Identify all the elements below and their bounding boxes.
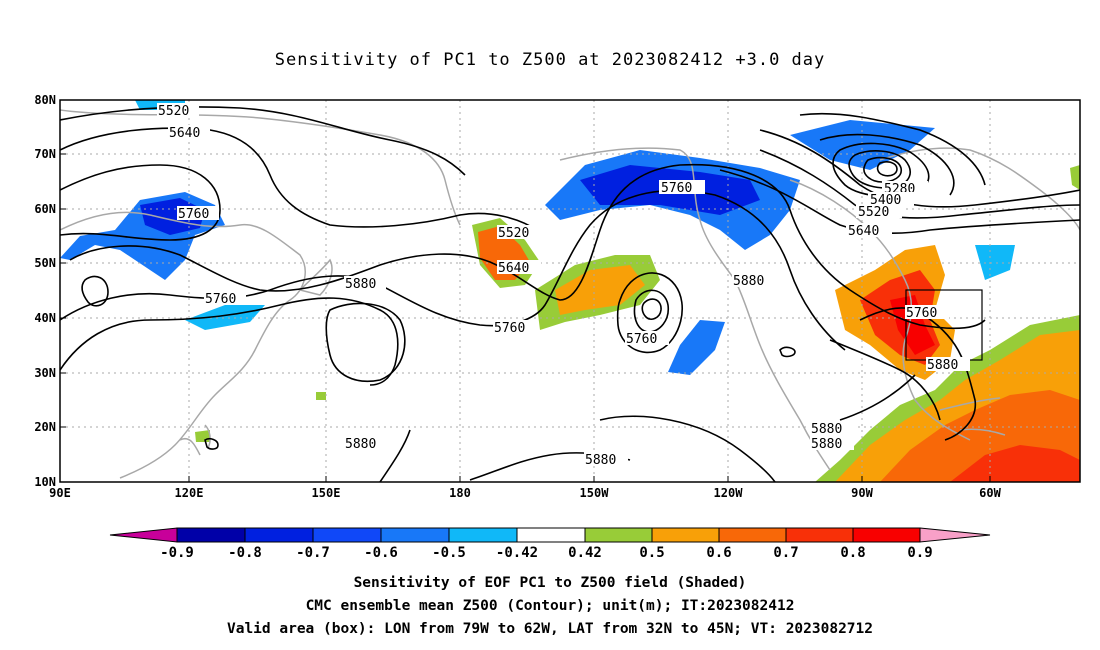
contour-label-text: 5880 xyxy=(811,437,842,452)
contour-label: 5880 xyxy=(810,421,854,437)
contour-label-text: 5880 xyxy=(733,274,764,289)
contour-label-text: 5880 xyxy=(927,358,958,373)
contour-label: 5760 xyxy=(177,206,219,222)
lat-label: 30N xyxy=(34,366,56,380)
contour-label-text: 5760 xyxy=(205,292,236,307)
colorbar-segment xyxy=(785,527,854,543)
graticule xyxy=(60,100,1080,482)
colorbar-label: -0.42 xyxy=(496,545,538,561)
lon-label: 180 xyxy=(449,486,471,500)
contour-label-text: 5880 xyxy=(585,453,616,468)
lon-label: 150E xyxy=(312,486,341,500)
contour-label: 5880 xyxy=(926,357,970,373)
contour-label-text: 5640 xyxy=(169,126,200,141)
colorbar-label: 0.8 xyxy=(840,545,865,561)
colorbar-label: -0.8 xyxy=(228,545,262,561)
caption-shading: Sensitivity of EOF PC1 to Z500 field (Sh… xyxy=(353,575,747,591)
colorbar-segment xyxy=(448,527,518,543)
contour-label: 5520 xyxy=(157,103,199,119)
contour-label: 5880 xyxy=(344,276,386,292)
colorbar-label: -0.6 xyxy=(364,545,398,561)
colorbar-segment xyxy=(718,527,787,543)
colorbar-segment xyxy=(516,527,586,543)
contour-label: 5640 xyxy=(497,260,541,276)
contour-label-text: 5640 xyxy=(848,224,879,239)
lat-label: 80N xyxy=(34,93,56,107)
contour-label-text: 5760 xyxy=(494,321,525,336)
colorbar-label: 0.6 xyxy=(706,545,731,561)
colorbar-label: 0.42 xyxy=(568,545,602,561)
lat-label: 20N xyxy=(34,420,56,434)
contour-label-text: 5880 xyxy=(345,277,376,292)
longitude-labels: 90E 120E 150E 180 150W 120W 90W 60W xyxy=(49,486,1001,500)
lat-label: 60N xyxy=(34,202,56,216)
map-frame xyxy=(59,99,1081,483)
contour-label-text: 5760 xyxy=(906,306,937,321)
colorbar-segment xyxy=(651,527,720,543)
lon-label: 120E xyxy=(175,486,204,500)
contour-label: 5760 xyxy=(493,320,537,336)
axis-ticks xyxy=(60,99,991,483)
contour-label: 5760 xyxy=(905,305,949,321)
colorbar-label: 0.7 xyxy=(773,545,798,561)
lat-label: 50N xyxy=(34,256,56,270)
contour-label: 5880 xyxy=(344,436,388,452)
lon-label: 60W xyxy=(979,486,1001,500)
contour-label: 5520 xyxy=(497,225,541,241)
contour-label: 5880 xyxy=(732,273,776,289)
contour-label-text: 5760 xyxy=(626,332,657,347)
colorbar-segment xyxy=(584,527,653,543)
colorbar: -0.9 -0.8 -0.7 -0.6 -0.5 -0.42 0.42 0.5 … xyxy=(109,527,991,561)
latitude-labels: 80N 70N 60N 50N 40N 30N 20N 10N xyxy=(34,93,56,489)
contour-label-text: 5520 xyxy=(498,226,529,241)
lon-label: 120W xyxy=(714,486,744,500)
colorbar-label: -0.7 xyxy=(296,545,330,561)
contour-label: 5760 xyxy=(659,180,705,196)
contour-label: 5760 xyxy=(625,331,669,347)
contour-label-text: 5640 xyxy=(498,261,529,276)
contour-label-text: 5520 xyxy=(158,104,189,119)
lat-label: 10N xyxy=(34,475,56,489)
colorbar-high-arrow xyxy=(919,527,991,543)
colorbar-segment xyxy=(852,527,921,543)
colorbar-label: -0.9 xyxy=(160,545,194,561)
contour-label-text: 5880 xyxy=(345,437,376,452)
colorbar-segment xyxy=(312,527,382,543)
contour-labels: 5520 5640 5760 5760 5880 5520 5640 5760 … xyxy=(157,103,970,468)
contour-label: 5760 xyxy=(204,291,246,307)
colorbar-segment xyxy=(380,527,450,543)
colorbar-label: -0.5 xyxy=(432,545,466,561)
caption-valid-area: Valid area (box): LON from 79W to 62W, L… xyxy=(226,621,873,637)
colorbar-label: 0.5 xyxy=(639,545,664,561)
lat-label: 40N xyxy=(34,311,56,325)
plot-title: Sensitivity of PC1 to Z500 at 2023082412… xyxy=(274,50,826,70)
contour-label: 5640 xyxy=(168,125,210,141)
contour-label: 5520 xyxy=(856,204,902,220)
lon-label: 90W xyxy=(851,486,873,500)
lon-label: 90E xyxy=(49,486,71,500)
colorbar-low-arrow xyxy=(109,527,178,543)
positive-sensitivity-shading xyxy=(195,165,1080,482)
contour-label-text: 5760 xyxy=(661,181,692,196)
contour-label-text: 5760 xyxy=(178,207,209,222)
contour-label: 5640 xyxy=(846,223,892,239)
colorbar-label: 0.9 xyxy=(907,545,932,561)
contour-label-text: 5520 xyxy=(858,205,889,220)
contour-label-text: 5880 xyxy=(811,422,842,437)
contour-label: 5880 xyxy=(810,436,854,452)
caption-contour: CMC ensemble mean Z500 (Contour); unit(m… xyxy=(305,598,795,614)
lon-label: 150W xyxy=(580,486,610,500)
map-figure: 5520 5640 5760 5760 5880 5520 5640 5760 … xyxy=(34,93,1081,561)
colorbar-segment xyxy=(244,527,314,543)
colorbar-segment xyxy=(176,527,246,543)
lat-label: 70N xyxy=(34,147,56,161)
contour-label: 5880 xyxy=(584,452,628,468)
